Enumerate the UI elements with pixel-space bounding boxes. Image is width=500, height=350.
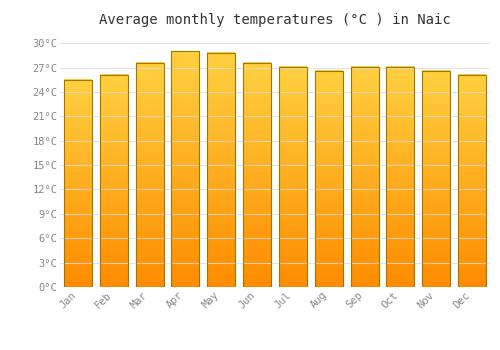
Bar: [350, 67, 378, 287]
Bar: [172, 51, 200, 287]
Bar: [100, 75, 128, 287]
Bar: [386, 67, 414, 287]
Title: Average monthly temperatures (°C ) in Naic: Average monthly temperatures (°C ) in Na…: [99, 13, 451, 27]
Bar: [64, 80, 92, 287]
Bar: [458, 75, 486, 287]
Bar: [136, 63, 164, 287]
Bar: [422, 71, 450, 287]
Bar: [315, 71, 342, 287]
Bar: [243, 63, 271, 287]
Bar: [279, 67, 307, 287]
Bar: [208, 53, 235, 287]
